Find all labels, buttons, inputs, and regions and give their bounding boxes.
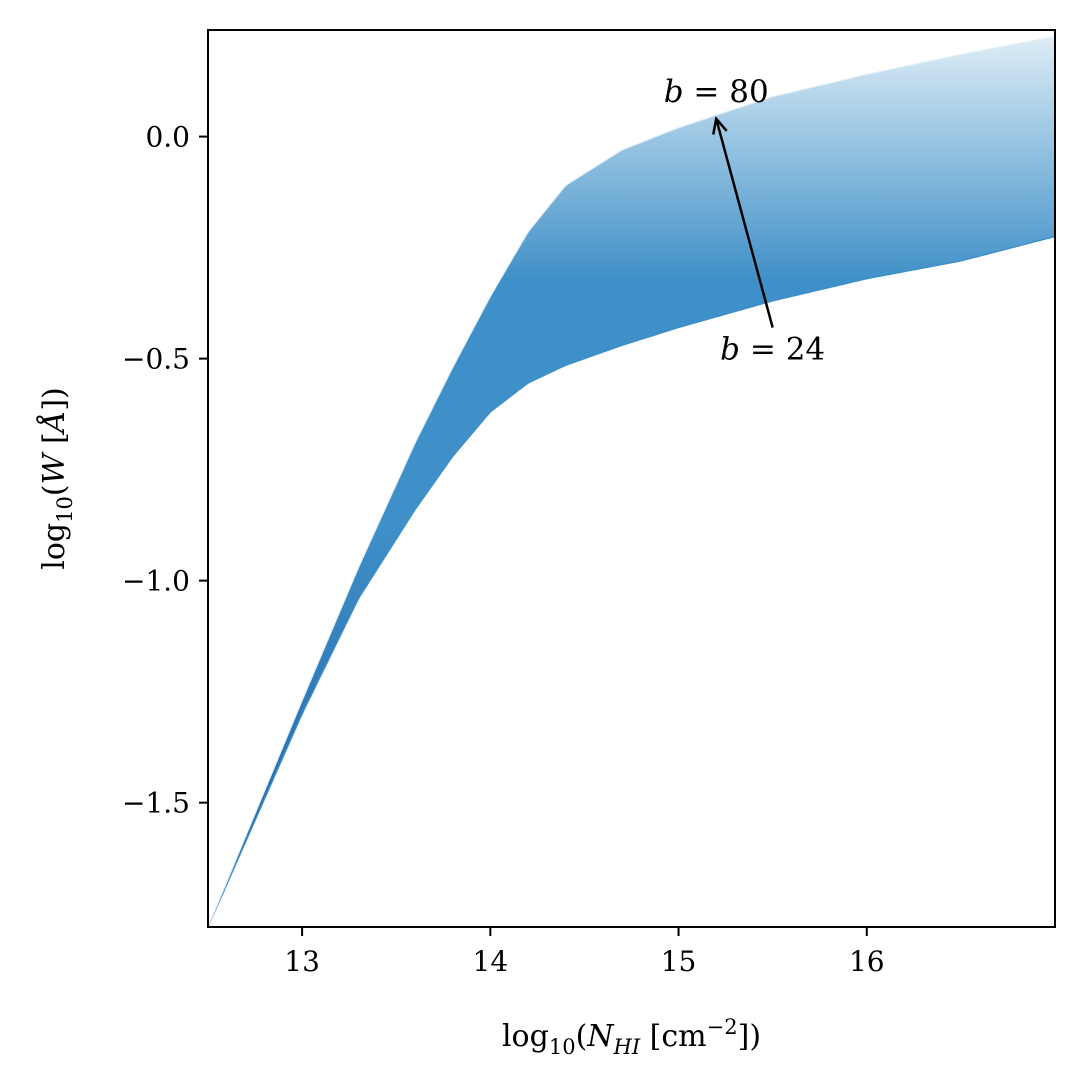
x-axis-label: log10(NHI [cm−2]) [502, 1015, 761, 1059]
y-tick-label: −0.5 [122, 343, 190, 376]
plot-frame [207, 29, 1056, 928]
annotations: b = 80 b = 24 [664, 74, 825, 368]
series-line-b24 [208, 235, 1055, 927]
series-line-b80 [208, 36, 1055, 927]
annotation-label: b = 80 [664, 74, 769, 110]
y-axis-label: log10(W [Å]) [36, 387, 77, 570]
x-tick-label: 14 [473, 945, 509, 978]
x-tick-label: 16 [849, 945, 885, 978]
y-tick-label: 0.0 [145, 121, 190, 154]
arrow-head [712, 116, 728, 135]
arrow-shaft [714, 118, 774, 328]
equivalent-width-band [208, 36, 1055, 927]
x-tick-label: 15 [661, 945, 697, 978]
x-tick-label: 13 [284, 945, 320, 978]
annotation-label: b = 24 [720, 332, 825, 368]
axes-frame [207, 29, 1056, 928]
y-tick-label: −1.0 [122, 565, 190, 598]
x-axis-ticks: 13 14 15 16 [284, 927, 885, 978]
y-tick-label: −1.5 [122, 787, 190, 820]
y-axis-ticks: 0.0 −0.5 −1.0 −1.5 [122, 121, 208, 820]
axis-labels: log10(NHI [cm−2]) log10(W [Å]) [36, 387, 761, 1059]
band-fill [208, 36, 1055, 927]
